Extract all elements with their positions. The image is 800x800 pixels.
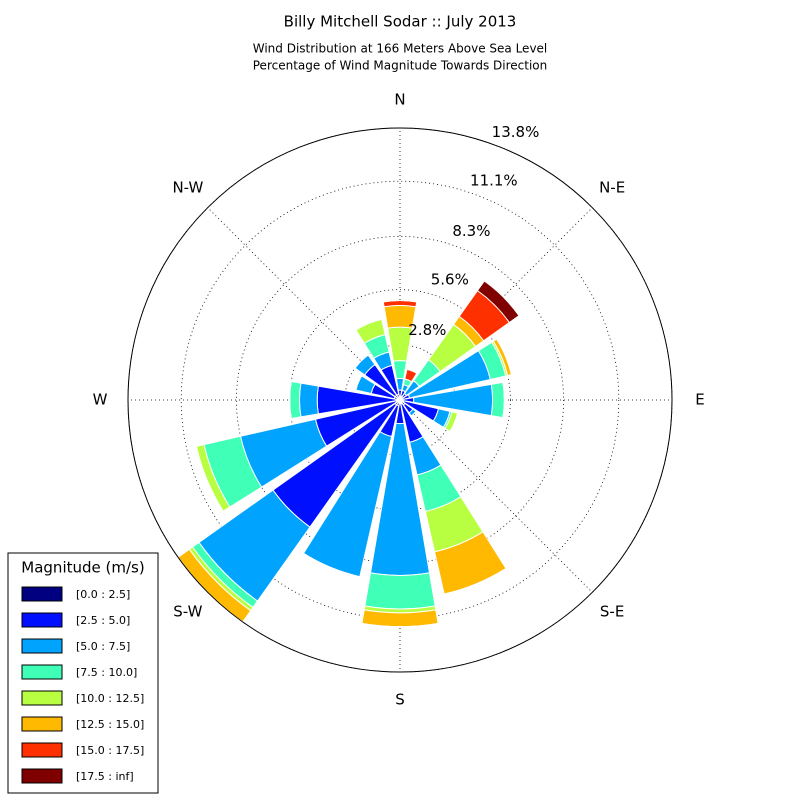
bars <box>177 280 520 628</box>
chart-subtitle: Wind Distribution at 166 Meters Above Se… <box>253 42 548 56</box>
wind-bar <box>502 382 505 418</box>
direction-label: N-E <box>599 178 625 196</box>
legend-label: [5.0 : 7.5] <box>76 640 130 653</box>
legend-label: [15.0 : 17.5] <box>76 744 144 757</box>
legend-swatch <box>21 690 63 706</box>
wind-bar <box>299 382 319 418</box>
legend-swatch <box>21 586 63 602</box>
legend-swatch <box>21 768 63 784</box>
wind-bar <box>444 568 507 595</box>
wind-bar <box>364 572 436 610</box>
radial-tick-label: 5.6% <box>431 271 469 289</box>
legend-swatch <box>21 612 63 628</box>
direction-label: W <box>93 391 108 409</box>
wind-bar <box>354 354 369 369</box>
legend-swatch <box>21 716 63 732</box>
radial-tick-label: 2.8% <box>408 321 446 339</box>
radial-tick-label: 8.3% <box>452 222 490 240</box>
angular-grid-line <box>399 399 593 593</box>
legend-label: [0.0 : 2.5] <box>76 588 130 601</box>
legend-swatch <box>21 638 63 654</box>
chart-title: Billy Mitchell Sodar :: July 2013 <box>284 13 517 31</box>
legend-label: [12.5 : 15.0] <box>76 718 144 731</box>
radial-grid-line <box>289 289 511 511</box>
legend-swatch <box>21 664 63 680</box>
wind-bar <box>406 368 418 374</box>
direction-label: S <box>395 691 405 709</box>
wind-bar <box>289 380 302 420</box>
radial-tick-label: 13.8% <box>492 123 540 141</box>
legend-label: [17.5 : inf] <box>76 770 134 783</box>
legend-label: [10.0 : 12.5] <box>76 692 144 705</box>
legend-swatch <box>21 742 63 758</box>
wind-bar <box>476 280 520 324</box>
wind-bar <box>303 553 360 578</box>
labels: N N-E E S-E S S-W W N-W 2.8% 5.6% 8.3% 11.1% 13.8% <box>93 91 705 709</box>
wind-bar <box>383 300 417 303</box>
wind-bar <box>355 318 382 331</box>
radial-grid-line <box>180 180 620 620</box>
direction-label: S-E <box>600 603 624 621</box>
wind-bar <box>411 411 417 417</box>
chart-subtitle: Percentage of Wind Magnitude Towards Dir… <box>253 59 547 73</box>
legend-label: [7.5 : 10.0] <box>76 666 137 679</box>
legend-title: Magnitude (m/s) <box>21 559 144 577</box>
direction-label: S-W <box>173 603 202 621</box>
direction-label: N <box>394 91 405 109</box>
direction-label: N-W <box>172 178 203 196</box>
wind-bar <box>449 413 459 432</box>
wind-bar <box>496 338 512 375</box>
legend: Magnitude (m/s) [0.0 : 2.5] [2.5 : 5.0] [5… <box>7 552 159 794</box>
angular-grid-line <box>207 207 401 401</box>
wind-bar <box>490 381 505 419</box>
direction-label: E <box>695 391 704 409</box>
wind-bar <box>361 622 439 628</box>
wind-bar <box>355 375 363 391</box>
polar-frame <box>127 127 673 673</box>
radial-tick-label: 11.1% <box>470 172 518 190</box>
legend-label: [2.5 : 5.0] <box>76 614 130 627</box>
